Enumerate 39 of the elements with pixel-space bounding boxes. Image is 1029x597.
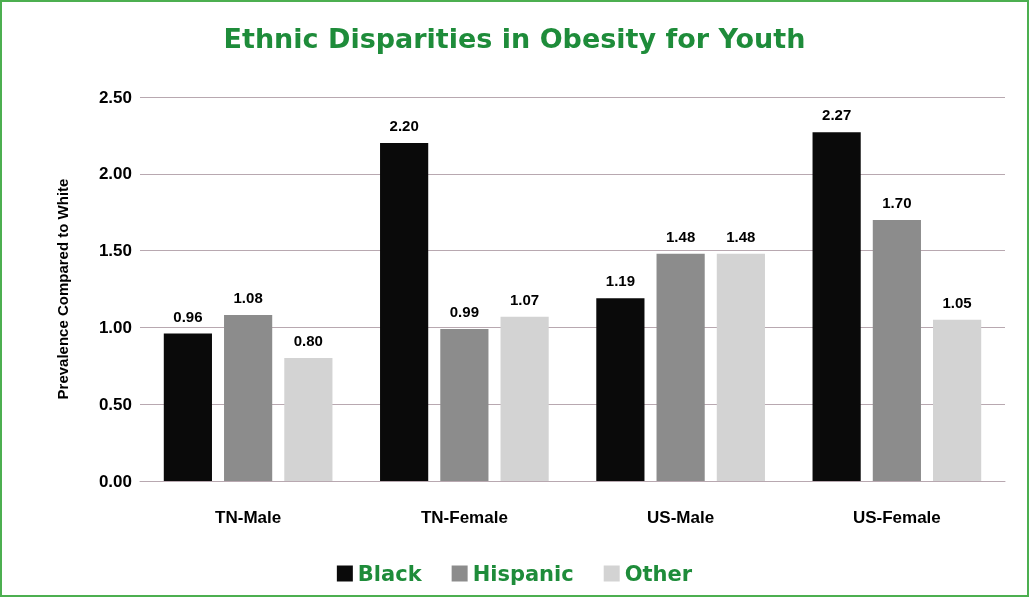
legend-label: Hispanic xyxy=(472,561,574,586)
y-tick-label: 0.50 xyxy=(98,394,132,414)
x-tick-label: TN-Male xyxy=(215,508,282,527)
bar xyxy=(440,328,489,481)
data-label: 2.20 xyxy=(389,117,419,135)
data-label: 1.08 xyxy=(233,289,263,307)
data-label: 1.19 xyxy=(605,272,635,290)
x-tick-label: US-Male xyxy=(647,508,715,527)
bar xyxy=(596,298,645,481)
data-label: 1.70 xyxy=(882,193,912,211)
data-label: 0.96 xyxy=(173,307,203,325)
chart-title: Ethnic Disparities in Obesity for Youth xyxy=(223,23,806,54)
y-tick-label: 0.00 xyxy=(98,471,132,491)
data-label: 2.27 xyxy=(822,106,852,124)
bar xyxy=(812,132,861,481)
y-tick-label: 1.00 xyxy=(98,317,132,337)
bar xyxy=(163,333,212,481)
bar xyxy=(224,315,273,481)
bar xyxy=(716,253,765,481)
legend-label: Black xyxy=(357,561,423,586)
bar xyxy=(284,358,333,481)
x-tick-label: TN-Female xyxy=(420,508,508,527)
x-tick-label: US-Female xyxy=(852,508,941,527)
data-label: 1.07 xyxy=(510,290,540,308)
bar xyxy=(500,316,549,481)
y-axis-title: Prevalence Compared to White xyxy=(54,178,71,400)
data-label: 1.48 xyxy=(666,227,696,245)
bar xyxy=(933,319,982,481)
legend-label: Other xyxy=(624,561,693,586)
data-label: 0.80 xyxy=(293,332,323,350)
y-tick-label: 1.50 xyxy=(98,241,132,261)
y-tick-label: 2.00 xyxy=(98,164,132,184)
bar xyxy=(872,219,921,481)
data-label: 1.05 xyxy=(942,293,972,311)
bar xyxy=(656,253,705,481)
y-tick-label: 2.50 xyxy=(98,87,132,107)
data-label: 1.48 xyxy=(726,227,756,245)
data-label: 0.99 xyxy=(449,302,479,320)
bar xyxy=(380,143,429,481)
